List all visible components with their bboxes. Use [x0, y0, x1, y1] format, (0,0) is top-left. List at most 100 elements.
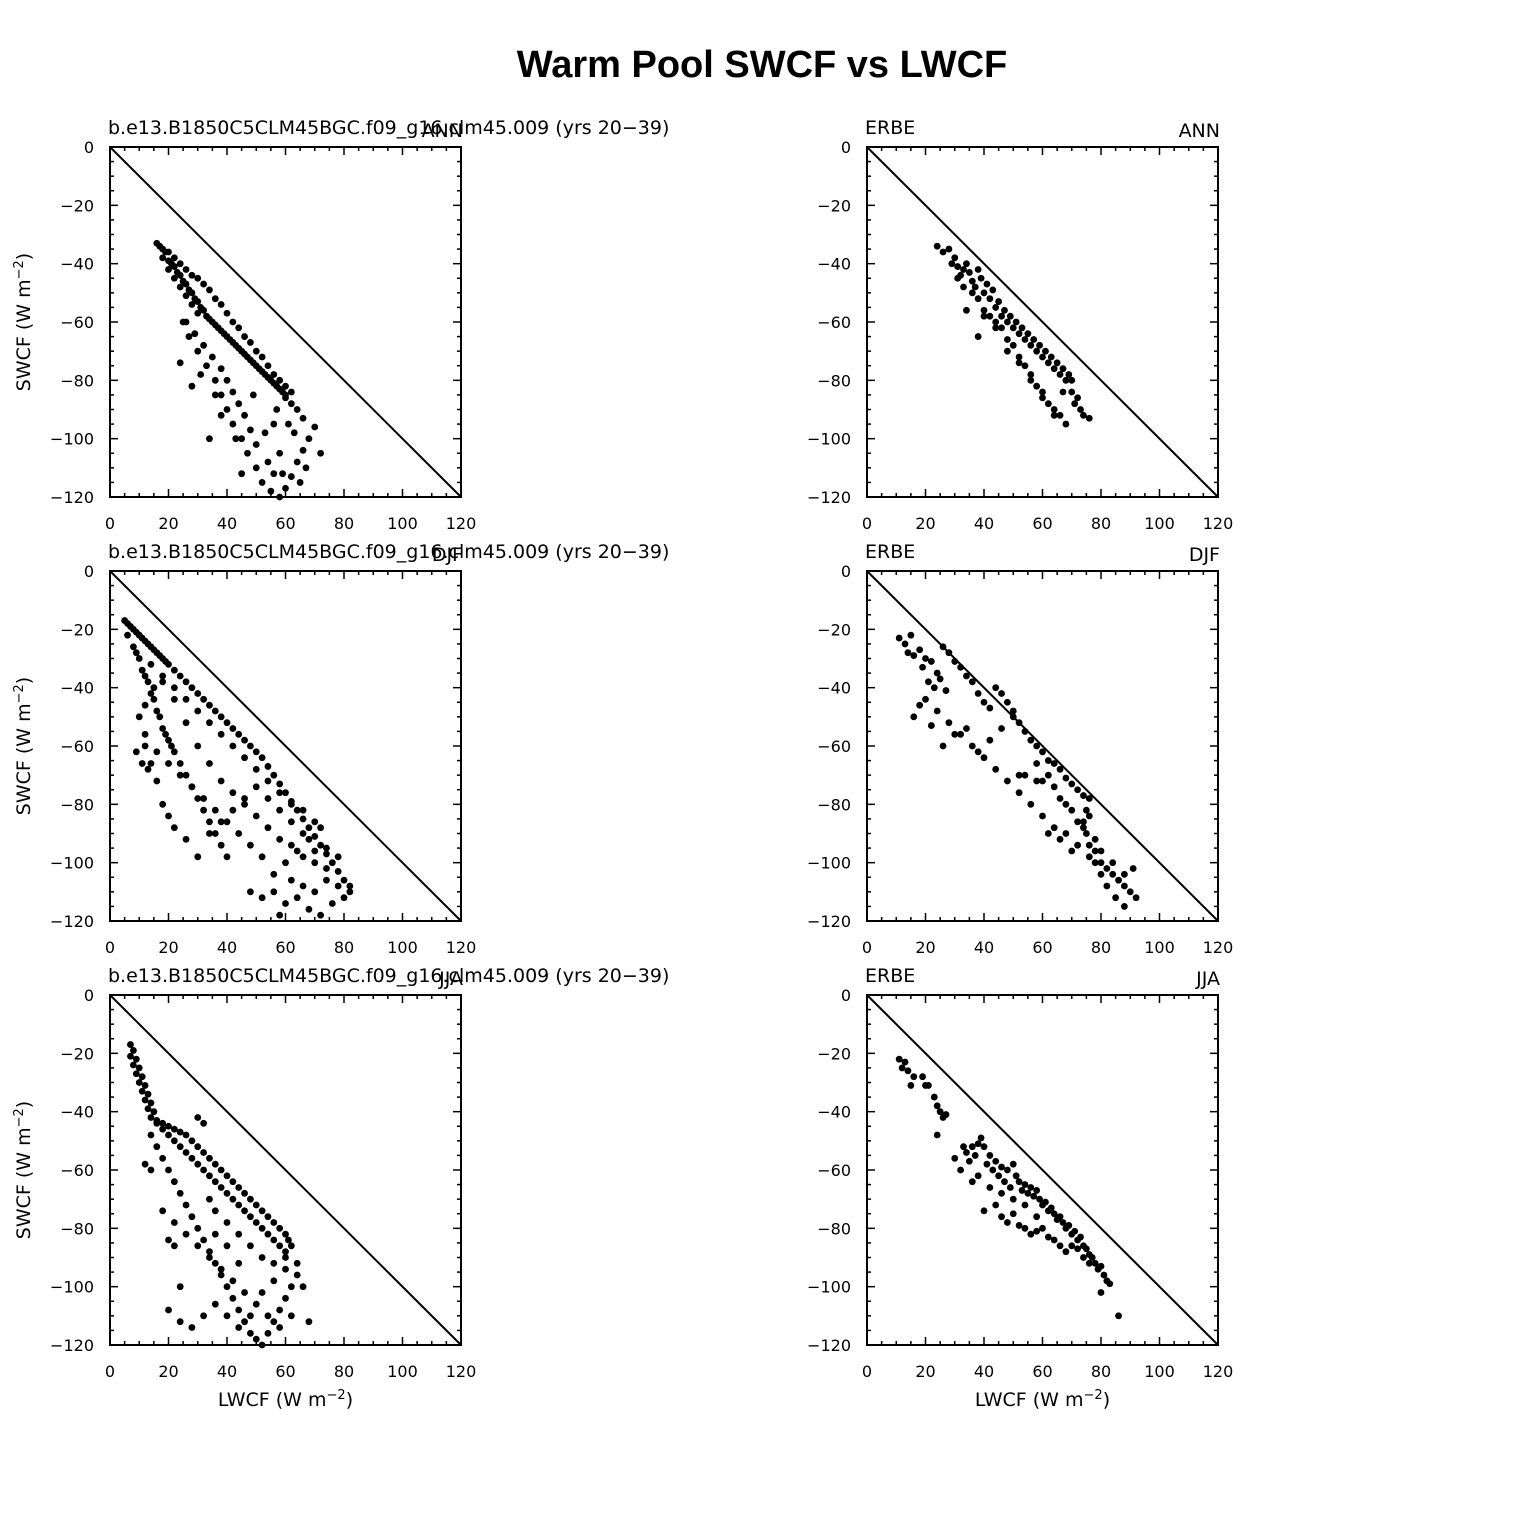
data-point: [241, 800, 248, 808]
data-point: [311, 818, 319, 826]
data-point: [276, 789, 284, 797]
y-tick-label: −20: [817, 1044, 851, 1063]
data-point: [1074, 841, 1081, 849]
data-point: [963, 306, 970, 314]
data-point: [1004, 1219, 1011, 1226]
data-point: [346, 882, 354, 890]
data-point: [942, 1111, 950, 1118]
data-point: [279, 470, 286, 478]
data-point: [159, 800, 167, 808]
data-point: [211, 295, 219, 303]
data-point: [1001, 306, 1008, 314]
page-title: Warm Pool SWCF vs LWCF: [516, 44, 1008, 86]
data-point: [287, 473, 295, 480]
data-point: [229, 318, 237, 326]
data-point: [276, 806, 284, 814]
data-point: [182, 1131, 190, 1139]
data-point: [194, 1224, 202, 1232]
data-point: [247, 426, 254, 434]
data-point: [188, 1324, 196, 1331]
data-point: [241, 333, 248, 340]
data-point: [206, 830, 213, 837]
data-point: [998, 1163, 1005, 1171]
data-point: [1001, 1178, 1008, 1186]
data-point: [1044, 830, 1052, 837]
data-point: [1097, 1289, 1105, 1296]
data-point: [927, 658, 935, 665]
data-point: [1109, 859, 1117, 867]
data-point: [247, 1213, 254, 1221]
data-point: [270, 1219, 278, 1226]
data-point: [895, 634, 903, 642]
data-point: [264, 777, 272, 785]
data-point: [986, 1152, 994, 1159]
data-point: [223, 818, 231, 826]
data-point: [194, 1143, 202, 1151]
y-tick-label: 0: [841, 138, 851, 157]
data-point: [1056, 1213, 1064, 1221]
data-point: [939, 742, 947, 750]
data-point: [287, 1242, 295, 1250]
data-point: [1077, 1233, 1084, 1241]
data-point: [176, 760, 184, 767]
data-point: [270, 1277, 278, 1285]
data-point: [282, 789, 289, 797]
data-point: [185, 333, 193, 340]
panel-right-label: DJF: [432, 544, 463, 566]
data-point: [916, 646, 924, 654]
data-point: [1027, 371, 1035, 378]
y-tick-label: −60: [817, 737, 851, 756]
data-point: [264, 1213, 272, 1221]
data-point: [992, 684, 1000, 692]
panel-left-label: b.e13.B1850C5CLM45BGC.f09_g16.clm45.009 …: [108, 117, 669, 139]
data-point: [276, 835, 284, 843]
y-tick-label: −60: [817, 313, 851, 332]
data-point: [968, 289, 976, 297]
y-tick-label: −100: [50, 854, 94, 873]
data-point: [998, 312, 1005, 320]
data-point: [1015, 353, 1023, 361]
data-point: [1030, 336, 1038, 343]
data-point: [282, 900, 289, 907]
data-point: [235, 1306, 243, 1314]
data-point: [299, 806, 307, 814]
data-point: [206, 1172, 213, 1180]
data-point: [1021, 1181, 1029, 1188]
data-point: [974, 333, 982, 340]
data-point: [963, 260, 970, 268]
data-point: [1062, 376, 1070, 384]
y-tick-label: −80: [60, 795, 94, 814]
data-point: [153, 1143, 161, 1151]
y-tick-label: −20: [817, 196, 851, 215]
data-point: [211, 707, 219, 715]
data-point: [992, 1157, 1000, 1165]
reference-line: [866, 146, 1219, 498]
data-point: [960, 283, 967, 291]
data-point: [138, 1073, 146, 1081]
data-point: [241, 754, 248, 762]
x-tick-label: 0: [862, 514, 872, 533]
data-point: [907, 1082, 915, 1089]
data-point: [1033, 1227, 1041, 1235]
data-point: [194, 1160, 202, 1168]
data-point: [922, 655, 929, 662]
data-point: [264, 1312, 272, 1320]
x-tick-label: 60: [1032, 938, 1052, 957]
data-point: [1009, 324, 1017, 332]
data-point: [165, 660, 172, 668]
data-point: [258, 894, 266, 902]
data-point: [285, 1236, 292, 1244]
data-point: [132, 1055, 140, 1063]
data-point: [182, 835, 190, 843]
data-point: [141, 701, 149, 709]
data-point: [170, 1242, 178, 1250]
data-point: [270, 888, 278, 896]
data-point: [200, 341, 208, 349]
data-point: [252, 464, 260, 472]
data-point: [1062, 800, 1070, 808]
data-point: [945, 719, 953, 727]
data-point: [194, 298, 202, 305]
data-point: [144, 1105, 152, 1113]
data-point: [165, 1166, 172, 1174]
data-point: [1082, 806, 1090, 814]
